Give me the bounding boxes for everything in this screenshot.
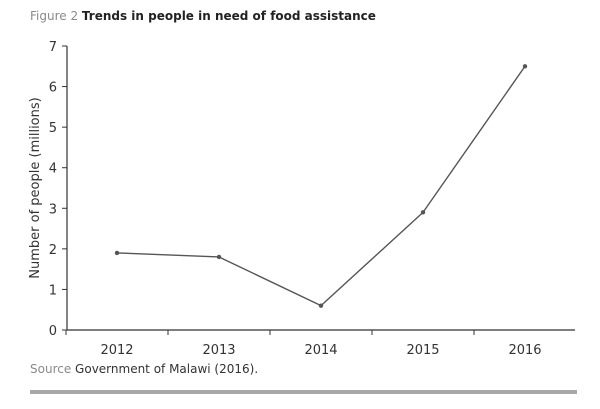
y-tick-label: 4	[49, 162, 57, 177]
source-label: Source	[30, 362, 72, 376]
y-tick-label: 6	[49, 81, 57, 96]
y-axis-label: Number of people (millions)	[28, 97, 43, 278]
y-tick-label: 5	[49, 121, 57, 136]
figure-number: Figure 2	[30, 9, 79, 23]
y-tick-label: 2	[49, 243, 57, 258]
x-tick-label: 2015	[406, 343, 439, 358]
data-point	[420, 210, 426, 215]
figure-title: Figure 2 Trends in people in need of foo…	[30, 9, 376, 23]
y-tick-label: 1	[49, 283, 57, 298]
bottom-divider	[30, 390, 577, 394]
source-text: Government of Malawi (2016).	[75, 362, 259, 376]
x-tick-label: 2013	[202, 343, 235, 358]
y-tick-label: 7	[49, 40, 57, 55]
x-tick-label: 2012	[100, 343, 133, 358]
data-point	[114, 250, 120, 256]
source-note: Source Government of Malawi (2016).	[30, 362, 258, 376]
y-tick-label: 0	[49, 324, 57, 339]
data-point	[216, 254, 222, 260]
data-point	[522, 64, 528, 69]
series-line	[116, 65, 526, 307]
x-tick-label: 2014	[304, 343, 337, 358]
y-tick-label: 3	[49, 202, 57, 217]
data-point	[318, 303, 324, 308]
figure-title-text: Trends in people in need of food assista…	[81, 9, 376, 23]
x-tick-label: 2016	[508, 343, 541, 358]
